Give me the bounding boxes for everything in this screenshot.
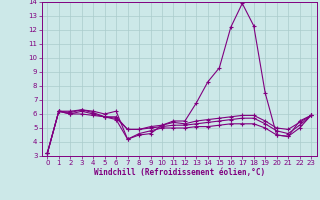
X-axis label: Windchill (Refroidissement éolien,°C): Windchill (Refroidissement éolien,°C) — [94, 168, 265, 177]
